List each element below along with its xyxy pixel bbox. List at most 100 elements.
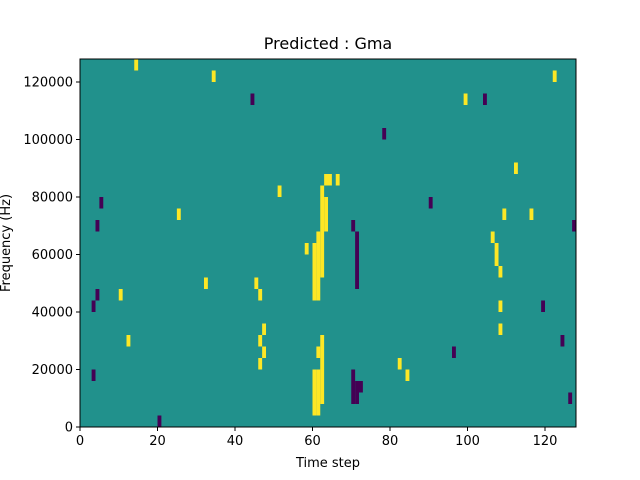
y-tick-label: 0: [65, 421, 73, 436]
heatmap-cell: [262, 346, 267, 358]
x-axis-ticks: 0 20 40 60 80 100 120: [76, 427, 558, 449]
heatmap-cell: [320, 254, 325, 266]
heatmap-cell: [258, 358, 263, 370]
heatmap-cell: [541, 300, 546, 312]
heatmap-cell: [262, 323, 267, 335]
heatmap-cell: [320, 220, 325, 232]
heatmap-background: [80, 59, 576, 427]
heatmap-cell: [428, 197, 433, 209]
heatmap-cell: [560, 335, 565, 347]
heatmap-cell: [312, 254, 317, 266]
heatmap-cell: [316, 392, 321, 404]
heatmap-cell: [204, 277, 208, 289]
heatmap-cell: [355, 254, 360, 266]
heatmap-cell: [316, 243, 321, 255]
heatmap-cell: [176, 208, 181, 220]
heatmap-cell: [312, 381, 317, 393]
heatmap-cell: [320, 243, 325, 255]
heatmap-cell: [502, 208, 507, 220]
heatmap-cell: [320, 231, 325, 243]
heatmap-cell: [316, 346, 321, 358]
heatmap-cell: [316, 254, 321, 266]
x-tick-label: 60: [304, 434, 321, 449]
x-tick-label: 80: [382, 434, 399, 449]
heatmap-cell: [355, 266, 360, 278]
heatmap-cell: [483, 93, 487, 105]
x-axis-label: Time step: [295, 456, 360, 471]
y-tick-label: 100000: [23, 133, 73, 148]
heatmap-cell: [312, 266, 317, 278]
heatmap-cell: [99, 197, 104, 209]
heatmap-cell: [312, 277, 317, 289]
y-tick-label: 80000: [32, 191, 73, 206]
heatmap-cell: [91, 300, 96, 312]
heatmap-cell: [529, 208, 534, 220]
heatmap-cell: [91, 369, 96, 381]
heatmap-cell: [514, 162, 518, 174]
heatmap-cell: [355, 392, 360, 404]
chart-title: Predicted : Gma: [264, 34, 392, 53]
heatmap-cell: [355, 277, 360, 289]
heatmap-cell: [498, 266, 503, 278]
heatmap-cell: [572, 220, 577, 232]
heatmap-cell: [126, 335, 131, 347]
heatmap-cell: [324, 197, 329, 209]
y-tick-label: 60000: [32, 248, 73, 263]
heatmap-cell: [312, 392, 317, 404]
heatmap-cell: [320, 381, 325, 393]
heatmap-cell: [304, 243, 309, 255]
heatmap-cell: [95, 220, 100, 232]
heatmap-cell: [452, 346, 456, 358]
heatmap-cell: [397, 358, 402, 370]
plot-area: [79, 58, 577, 428]
heatmap-cell: [355, 231, 360, 243]
heatmap-cell: [312, 404, 317, 416]
x-tick-label: 0: [76, 434, 84, 449]
heatmap-cell: [351, 220, 356, 232]
heatmap-cell: [320, 369, 325, 381]
heatmap-cell: [250, 93, 255, 105]
heatmap-cell: [312, 369, 317, 381]
heatmap-cell: [494, 254, 499, 266]
heatmap-cell: [258, 289, 263, 301]
y-tick-label: 20000: [32, 363, 73, 378]
heatmap-cell: [568, 392, 573, 404]
heatmap-cell: [552, 70, 557, 82]
heatmap-cell: [498, 300, 503, 312]
y-axis-label: Frequency (Hz): [0, 194, 14, 292]
heatmap-cell: [316, 289, 321, 301]
heatmap-cell: [324, 174, 329, 186]
heatmap-cell: [351, 392, 356, 404]
x-tick-label: 100: [455, 434, 480, 449]
heatmap-cell: [463, 93, 468, 105]
heatmap-cell: [254, 277, 259, 289]
heatmap-cell: [359, 381, 363, 393]
heatmap-cell: [324, 220, 329, 232]
heatmap-cell: [494, 243, 499, 255]
heatmap-cell: [157, 415, 162, 427]
plot-frame: [79, 58, 577, 428]
heatmap-cell: [134, 59, 139, 71]
heatmap-cell: [355, 243, 360, 255]
heatmap-cell: [320, 358, 325, 370]
heatmap-cell: [320, 208, 325, 220]
heatmap-cell: [355, 381, 360, 393]
heatmap-cell: [324, 208, 329, 220]
x-tick-label: 20: [149, 434, 166, 449]
heatmap-cell: [211, 70, 216, 82]
heatmap-cell: [490, 231, 495, 243]
heatmap-cell: [382, 128, 387, 140]
heatmap-cell: [328, 174, 332, 186]
heatmap-cell: [316, 381, 321, 393]
heatmap-cell: [405, 369, 410, 381]
heatmap-cell: [320, 197, 325, 209]
heatmap-cell: [320, 266, 325, 278]
heatmap-cell: [95, 289, 100, 301]
heatmap-cell: [316, 404, 321, 416]
heatmap-cell: [118, 289, 123, 301]
heatmap-cell: [320, 346, 325, 358]
y-tick-label: 40000: [32, 306, 73, 321]
heatmap-cell: [498, 323, 503, 335]
x-tick-label: 120: [533, 434, 558, 449]
